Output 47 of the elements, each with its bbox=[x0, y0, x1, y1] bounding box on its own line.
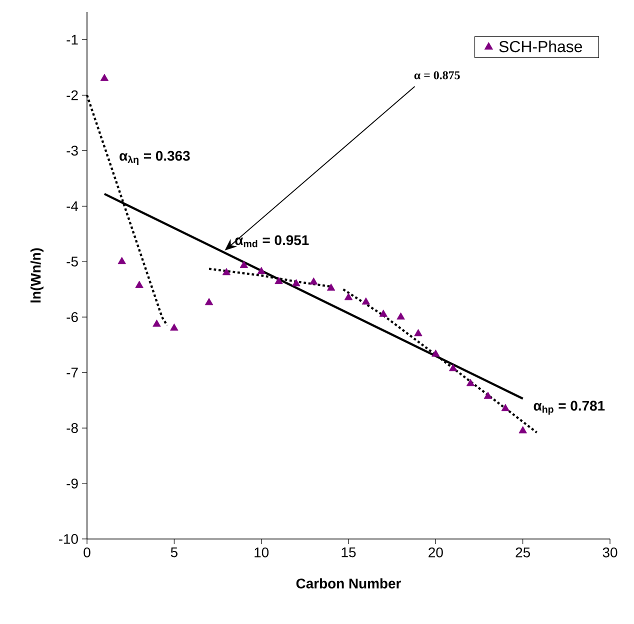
y-axis-title: ln(Wn/n) bbox=[30, 248, 44, 302]
point bbox=[484, 392, 492, 399]
y-tick-label: -4 bbox=[66, 201, 78, 211]
point bbox=[204, 298, 214, 306]
y-tick-label: -7 bbox=[66, 368, 78, 378]
legend-label: SCH-Phase bbox=[499, 40, 582, 52]
y-tick-label: -2 bbox=[66, 90, 78, 100]
point bbox=[135, 280, 144, 288]
point bbox=[396, 312, 405, 320]
point bbox=[466, 378, 475, 386]
x-tick-label: 20 bbox=[428, 547, 443, 558]
x-tick-label: 15 bbox=[342, 548, 356, 558]
x-tick-label: 30 bbox=[602, 547, 618, 558]
y-tick-label: -10 bbox=[58, 534, 78, 544]
y-tick-label: -1 bbox=[66, 34, 78, 45]
y-tick-label: -3 bbox=[66, 146, 78, 156]
point bbox=[449, 364, 458, 372]
point bbox=[326, 284, 336, 291]
x-tick-label: 0 bbox=[84, 547, 90, 558]
point bbox=[432, 350, 440, 357]
point bbox=[310, 277, 318, 285]
point bbox=[118, 256, 126, 264]
point bbox=[518, 426, 527, 434]
point bbox=[274, 276, 283, 284]
x-tick-label: 5 bbox=[170, 548, 178, 558]
x-axis-title: Carbon Number bbox=[296, 578, 401, 588]
x-tick-label: 10 bbox=[254, 547, 269, 558]
annotation: α$_{hp}$ = 0.781 bbox=[534, 400, 605, 415]
point bbox=[100, 74, 109, 82]
point bbox=[379, 310, 388, 317]
annotation: α$_{λη}$ = 0.363 bbox=[120, 150, 190, 166]
point bbox=[501, 404, 510, 412]
y-tick-label: -6 bbox=[66, 312, 78, 322]
point bbox=[344, 292, 353, 300]
annotation: α = 0.875 bbox=[414, 71, 460, 80]
point bbox=[362, 297, 370, 305]
point bbox=[222, 268, 231, 276]
point bbox=[257, 266, 266, 274]
point bbox=[240, 260, 248, 268]
y-tick-label: -9 bbox=[66, 478, 78, 488]
point bbox=[292, 279, 300, 286]
point bbox=[414, 329, 422, 336]
point bbox=[152, 320, 161, 327]
y-tick-label: -5 bbox=[66, 256, 78, 266]
y-tick-label: -8 bbox=[66, 423, 78, 433]
x-tick-label: 25 bbox=[516, 547, 530, 558]
point bbox=[170, 323, 178, 331]
